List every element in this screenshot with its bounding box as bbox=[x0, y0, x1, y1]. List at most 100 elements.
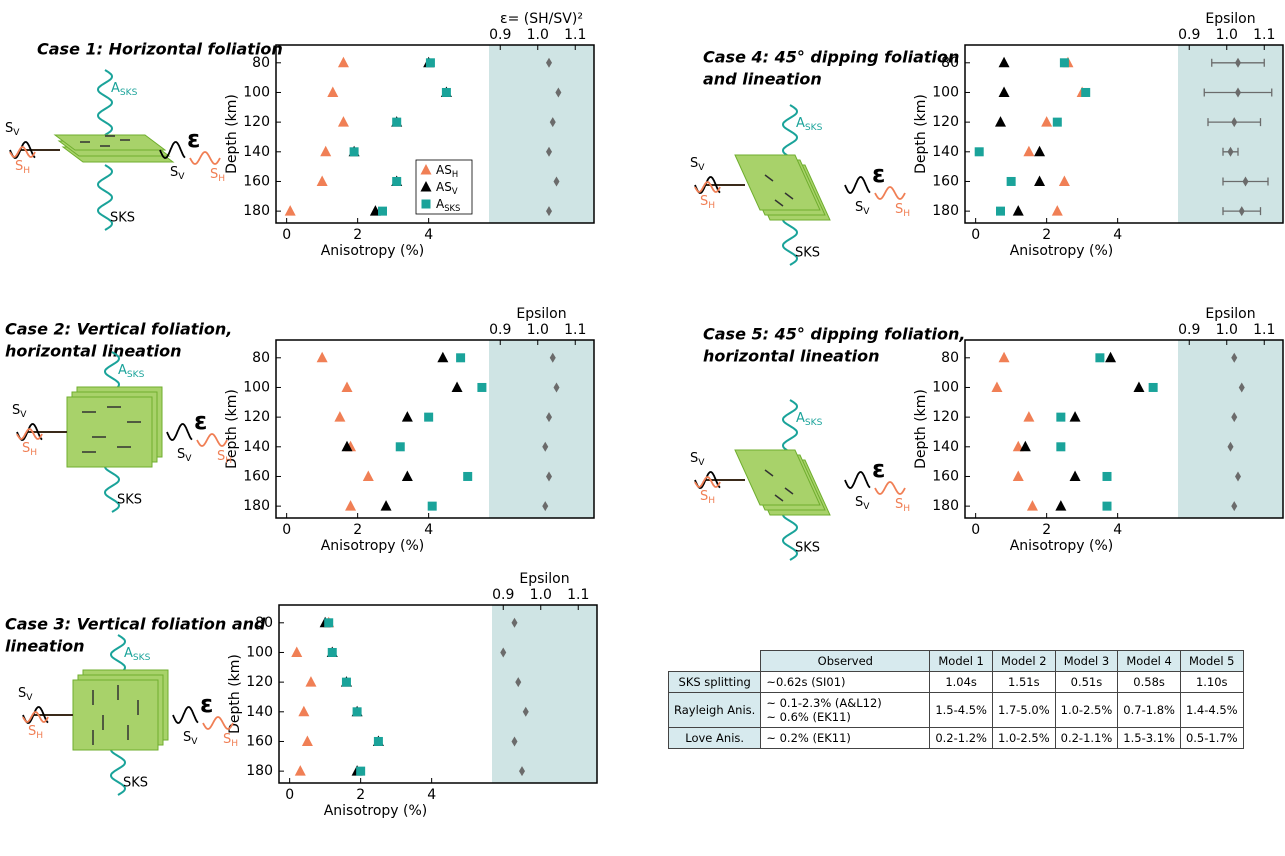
cell-text: 0.2-1.2% bbox=[935, 731, 987, 745]
epsilon-point bbox=[546, 471, 552, 482]
point bbox=[998, 56, 1010, 68]
label-sub: H bbox=[218, 174, 225, 184]
label: SV bbox=[5, 121, 20, 138]
cell-text: 1.04s bbox=[945, 675, 977, 689]
cell-text: 1.0-2.5% bbox=[1060, 703, 1113, 717]
sh-wave bbox=[196, 433, 228, 447]
epsilon-region bbox=[1178, 45, 1283, 223]
y-tick-label: 100 bbox=[932, 84, 959, 100]
y-tick-label: 180 bbox=[243, 498, 270, 514]
label-sub: V bbox=[191, 737, 198, 747]
label-sub: H bbox=[903, 209, 910, 219]
legend-marker bbox=[420, 164, 432, 175]
cell-text: Model 3 bbox=[1063, 654, 1110, 668]
cell-text: 0.2-1.1% bbox=[1060, 731, 1113, 745]
cell-text: 0.58s bbox=[1133, 675, 1165, 689]
point bbox=[316, 175, 328, 186]
point bbox=[392, 117, 402, 127]
sv-wave bbox=[844, 471, 871, 489]
epsilon-tick-label: 1.1 bbox=[564, 322, 586, 338]
x-tick-label: 4 bbox=[427, 787, 436, 803]
label: SV bbox=[170, 165, 185, 182]
point bbox=[1055, 500, 1067, 511]
label-sub: H bbox=[452, 169, 458, 179]
table-cell: 1.7-5.0% bbox=[991, 692, 1056, 728]
label-sub: H bbox=[231, 739, 238, 749]
point bbox=[1052, 117, 1062, 127]
label-sub: SKS bbox=[120, 88, 138, 98]
label-sub: H bbox=[903, 504, 910, 514]
epsilon-tick-label: 0.9 bbox=[489, 322, 511, 338]
label-sub: H bbox=[36, 731, 43, 741]
point bbox=[341, 440, 353, 452]
point bbox=[1012, 470, 1024, 481]
table-cell: 1.51s bbox=[991, 671, 1056, 693]
label: SV bbox=[18, 686, 33, 703]
point bbox=[437, 351, 449, 363]
x-tick-label: 2 bbox=[1042, 227, 1051, 243]
label-main: S bbox=[170, 165, 178, 180]
epsilon-point bbox=[549, 352, 556, 363]
point bbox=[1051, 205, 1063, 216]
cell-text: Love Anis. bbox=[685, 731, 745, 745]
cell-text: Rayleigh Anis. bbox=[674, 703, 756, 717]
x-tick-label: 2 bbox=[353, 522, 362, 538]
point bbox=[1105, 351, 1117, 363]
point bbox=[1023, 411, 1035, 422]
epsilon-tick-label: 1.1 bbox=[1253, 27, 1275, 43]
cell-text: Model 4 bbox=[1126, 654, 1172, 668]
cell-text: 1.5-4.5% bbox=[935, 703, 987, 717]
x-axis-label: Anisotropy (%) bbox=[1010, 243, 1114, 259]
point bbox=[1095, 353, 1105, 363]
point bbox=[1059, 58, 1069, 68]
x-tick-label: 2 bbox=[353, 227, 362, 243]
table-cell: Model 2 bbox=[991, 650, 1056, 672]
epsilon-point bbox=[1231, 501, 1238, 512]
x-axis-label: Anisotropy (%) bbox=[321, 538, 425, 554]
cell-text: 0.7-1.8% bbox=[1123, 703, 1175, 717]
table-row: SKS splitting ~0.62s (SI01) 1.04s 1.51s 0.51… bbox=[667, 671, 1244, 693]
point bbox=[337, 56, 349, 68]
epsilon-tick-label: 1.0 bbox=[530, 587, 552, 603]
label: SH bbox=[210, 167, 225, 184]
table-cell: Rayleigh Anis. bbox=[667, 692, 762, 728]
y-axis-label: Depth (km) bbox=[224, 94, 240, 174]
point bbox=[380, 500, 392, 511]
sh-wave bbox=[16, 428, 43, 440]
epsilon-title: Epsilon bbox=[1205, 11, 1255, 27]
y-tick-label: 80 bbox=[255, 615, 273, 631]
lineation bbox=[774, 494, 784, 502]
foliation-plate bbox=[734, 154, 821, 211]
y-tick-label: 100 bbox=[243, 84, 270, 100]
epsilon-symbol: ε bbox=[194, 407, 207, 435]
epsilon-symbol: ε bbox=[872, 160, 885, 188]
epsilon-point bbox=[1242, 176, 1249, 187]
label: SH bbox=[28, 724, 43, 741]
epsilon-point bbox=[519, 766, 525, 777]
y-tick-label: 80 bbox=[252, 350, 270, 366]
sks-wave bbox=[96, 69, 114, 136]
y-axis-label: Depth (km) bbox=[913, 94, 929, 174]
point bbox=[352, 707, 362, 717]
epsilon-title: ε= (SH/SV)² bbox=[500, 11, 583, 27]
epsilon-point bbox=[511, 617, 518, 628]
label-main: S bbox=[690, 451, 698, 466]
label-main: S bbox=[177, 447, 185, 462]
label: SH bbox=[15, 159, 30, 176]
label: SH bbox=[895, 202, 910, 219]
plot-frame bbox=[275, 44, 595, 224]
cell-text: 1.0-2.5% bbox=[997, 731, 1050, 745]
epsilon-tick-label: 1.0 bbox=[1216, 322, 1238, 338]
x-tick-label: 0 bbox=[282, 522, 291, 538]
label-main: S bbox=[12, 403, 20, 418]
label-main: AS bbox=[436, 163, 452, 177]
y-tick-label: 180 bbox=[246, 763, 273, 779]
point bbox=[1056, 412, 1066, 422]
table-cell: 0.5-1.7% bbox=[1179, 727, 1244, 749]
point bbox=[356, 766, 366, 776]
y-tick-label: 120 bbox=[243, 409, 270, 425]
point bbox=[378, 206, 387, 216]
table-cell: Model 5 bbox=[1179, 650, 1244, 672]
point bbox=[1034, 145, 1046, 157]
